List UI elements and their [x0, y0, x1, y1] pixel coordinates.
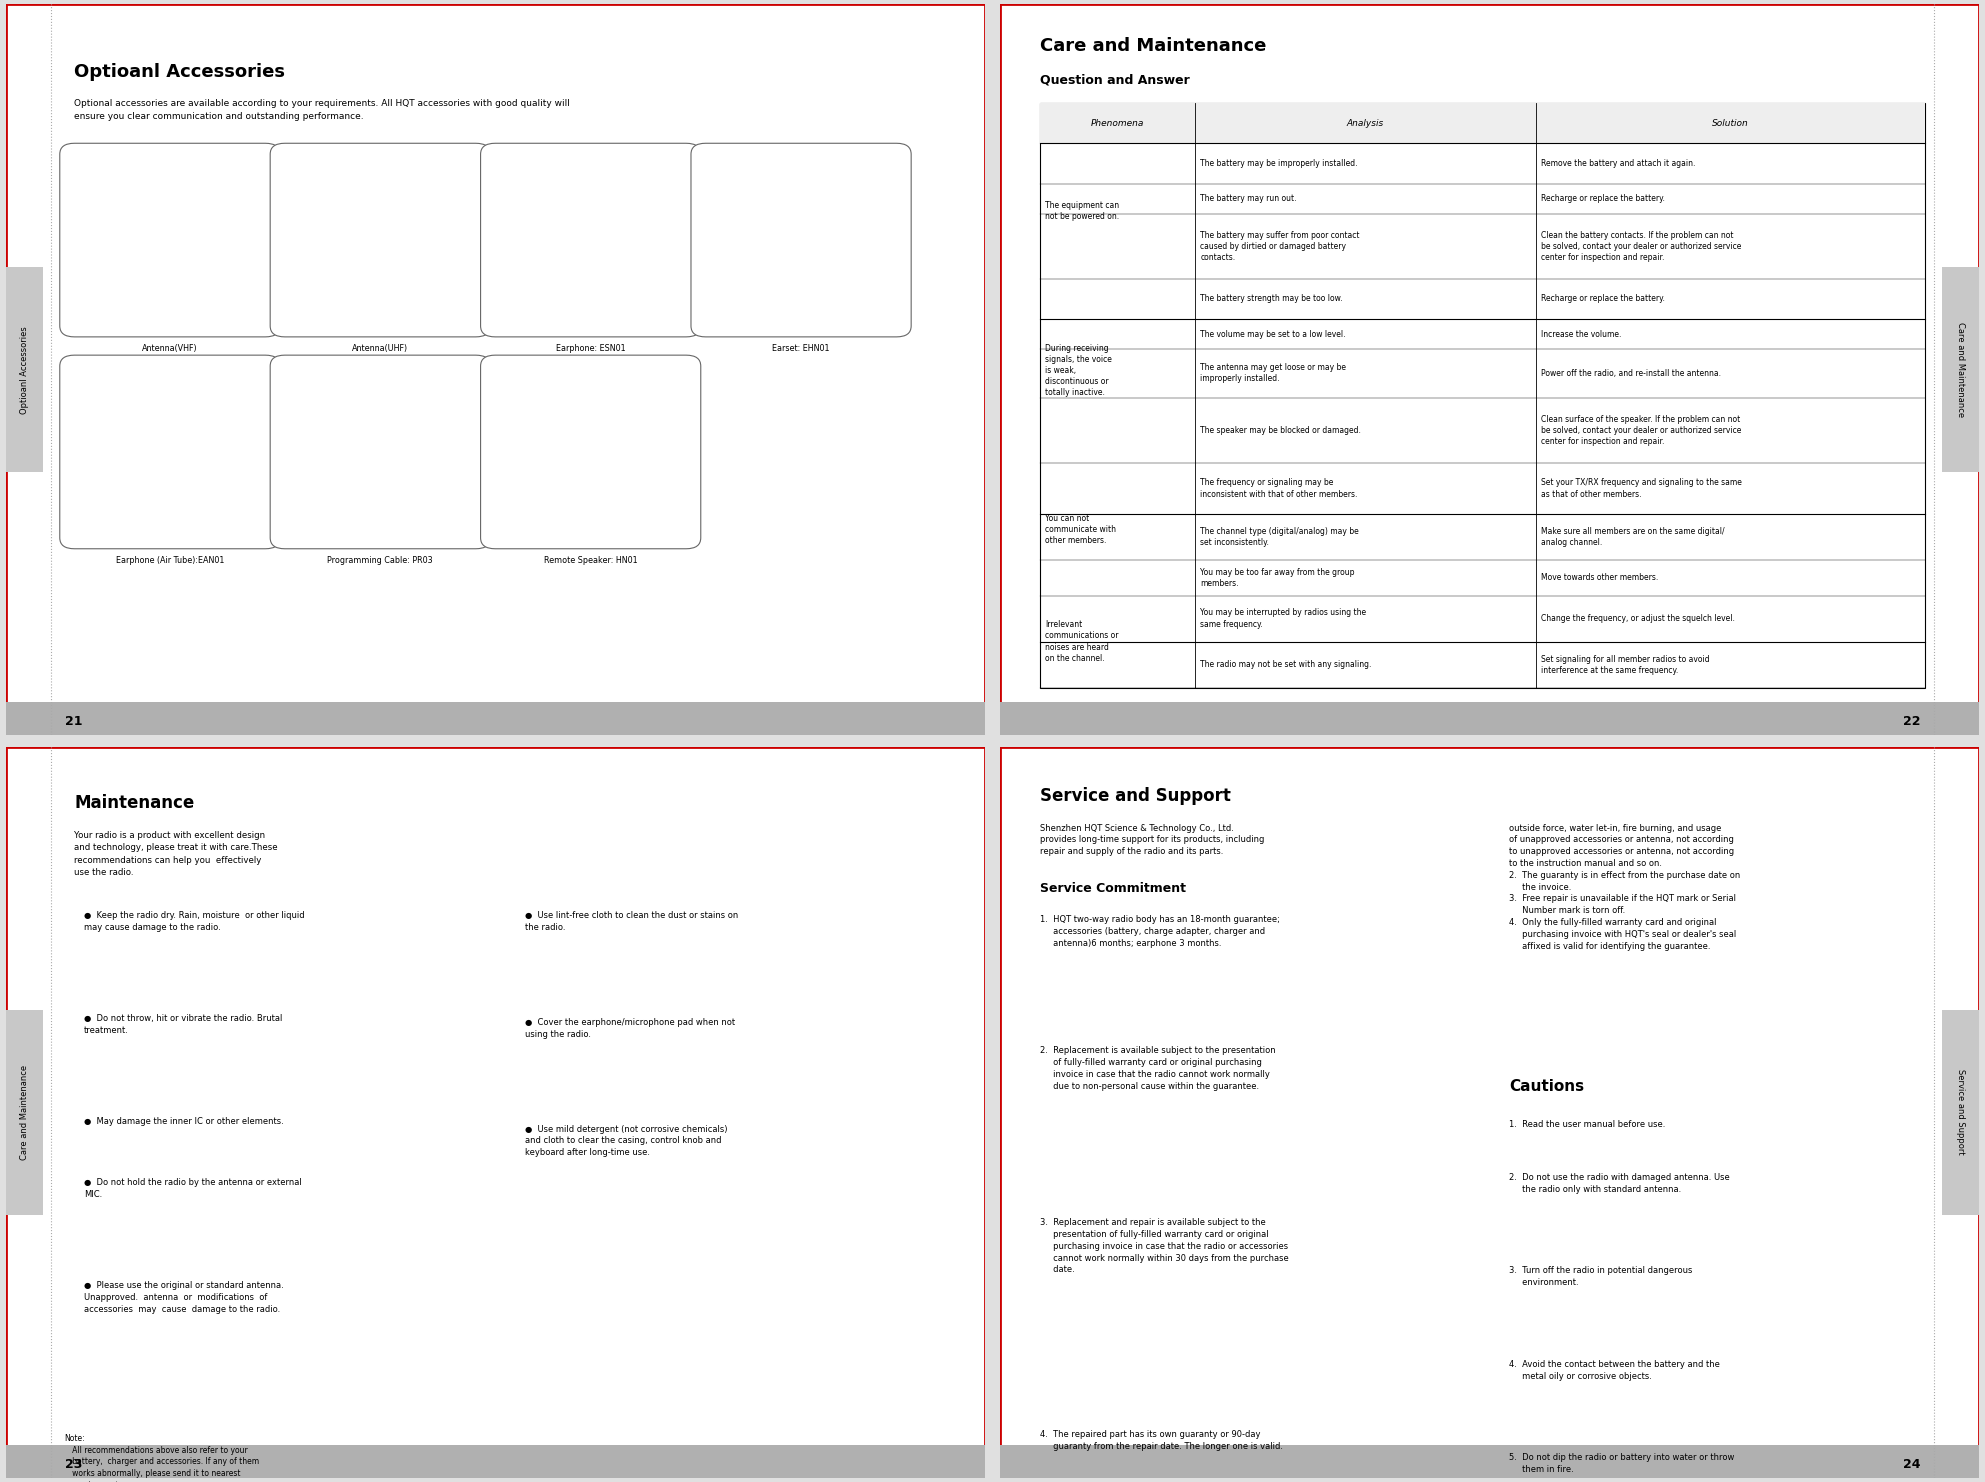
Bar [6, 1445, 985, 1478]
Text: 4.  The repaired part has its own guaranty or 90-day
     guaranty from the repa: 4. The repaired part has its own guarant… [1040, 1430, 1282, 1451]
Text: ●  Use mild detergent (not corrosive chemicals)
and cloth to clear the casing, c: ● Use mild detergent (not corrosive chem… [524, 1125, 727, 1157]
FancyBboxPatch shape [60, 356, 280, 548]
Text: Solution: Solution [1711, 119, 1749, 127]
Text: Set signaling for all member radios to avoid
interference at the same frequency.: Set signaling for all member radios to a… [1542, 655, 1709, 674]
Bar [1040, 104, 1925, 688]
Text: 22: 22 [1904, 716, 1919, 729]
Text: 1.  Read the user manual before use.: 1. Read the user manual before use. [1509, 1119, 1665, 1129]
Text: Antenna(UHF): Antenna(UHF) [351, 344, 409, 353]
Text: You may be too far away from the group
members.: You may be too far away from the group m… [1201, 568, 1356, 588]
Text: 3.  Turn off the radio in potential dangerous
     environment.: 3. Turn off the radio in potential dange… [1509, 1267, 1693, 1288]
Bar [6, 1009, 44, 1215]
Text: ●  Do not hold the radio by the antenna or external
MIC.: ● Do not hold the radio by the antenna o… [83, 1178, 302, 1199]
Text: Analysis: Analysis [1346, 119, 1384, 127]
FancyBboxPatch shape [60, 144, 280, 336]
Text: The battery may run out.: The battery may run out. [1201, 194, 1296, 203]
Text: Question and Answer: Question and Answer [1040, 74, 1189, 87]
Text: The battery strength may be too low.: The battery strength may be too low. [1201, 295, 1344, 304]
Text: Care and Maintenance: Care and Maintenance [1040, 37, 1266, 55]
Text: outside force, water let-in, fire burning, and usage
of unapproved accessories o: outside force, water let-in, fire burnin… [1509, 824, 1741, 950]
Text: Optioanl Accessories: Optioanl Accessories [20, 326, 30, 413]
Text: ●  Cover the earphone/microphone pad when not
using the radio.: ● Cover the earphone/microphone pad when… [524, 1018, 734, 1039]
Text: Service and Support: Service and Support [1040, 787, 1231, 805]
Text: The frequency or signaling may be
inconsistent with that of other members.: The frequency or signaling may be incons… [1201, 479, 1358, 498]
Text: Service Commitment: Service Commitment [1040, 882, 1185, 895]
Text: You can not
communicate with
other members.: You can not communicate with other membe… [1046, 514, 1116, 545]
Text: ●  Keep the radio dry. Rain, moisture  or other liquid
may cause damage to the r: ● Keep the radio dry. Rain, moisture or … [83, 911, 306, 932]
FancyBboxPatch shape [480, 356, 701, 548]
FancyBboxPatch shape [270, 356, 490, 548]
Text: During receiving
signals, the voice
is weak,
discontinuous or
totally inactive.: During receiving signals, the voice is w… [1046, 344, 1112, 397]
Text: The equipment can
not be powered on.: The equipment can not be powered on. [1046, 202, 1120, 221]
Text: You may be interrupted by radios using the
same frequency.: You may be interrupted by radios using t… [1201, 609, 1366, 628]
Text: Increase the volume.: Increase the volume. [1542, 329, 1622, 339]
Text: 4.  Avoid the contact between the battery and the
     metal oily or corrosive o: 4. Avoid the contact between the battery… [1509, 1360, 1721, 1381]
Text: The volume may be set to a low level.: The volume may be set to a low level. [1201, 329, 1346, 339]
Text: Make sure all members are on the same digital/
analog channel.: Make sure all members are on the same di… [1542, 528, 1725, 547]
FancyBboxPatch shape [480, 144, 701, 336]
Text: 23: 23 [66, 1458, 81, 1472]
Text: Recharge or replace the battery.: Recharge or replace the battery. [1542, 295, 1665, 304]
Text: The channel type (digital/analog) may be
set inconsistently.: The channel type (digital/analog) may be… [1201, 528, 1360, 547]
Text: Recharge or replace the battery.: Recharge or replace the battery. [1542, 194, 1665, 203]
Text: Change the frequency, or adjust the squelch level.: Change the frequency, or adjust the sque… [1542, 614, 1735, 622]
Text: ●  Please use the original or standard antenna.
Unapproved.  antenna  or  modifi: ● Please use the original or standard an… [83, 1280, 284, 1313]
Bar [6, 267, 44, 473]
Text: The battery may suffer from poor contact
caused by dirtied or damaged battery
co: The battery may suffer from poor contact… [1201, 231, 1360, 262]
Bar [1000, 702, 1979, 735]
Text: The radio may not be set with any signaling.: The radio may not be set with any signal… [1201, 659, 1372, 668]
Text: Cautions: Cautions [1509, 1079, 1584, 1094]
Text: 2.  Do not use the radio with damaged antenna. Use
     the radio only with stan: 2. Do not use the radio with damaged ant… [1509, 1172, 1731, 1193]
Text: Care and Maintenance: Care and Maintenance [20, 1064, 30, 1160]
Text: Care and Maintenance: Care and Maintenance [1955, 322, 1965, 418]
Text: Optioanl Accessories: Optioanl Accessories [75, 62, 286, 82]
Bar [1040, 104, 1925, 144]
Text: The battery may be improperly installed.: The battery may be improperly installed. [1201, 159, 1358, 167]
Text: 21: 21 [66, 716, 81, 729]
Text: 5.  Do not dip the radio or battery into water or throw
     them in fire.: 5. Do not dip the radio or battery into … [1509, 1454, 1735, 1475]
Bar [6, 702, 985, 735]
Text: Move towards other members.: Move towards other members. [1542, 574, 1659, 582]
Text: Power off the radio, and re-install the antenna.: Power off the radio, and re-install the … [1542, 369, 1721, 378]
FancyBboxPatch shape [270, 144, 490, 336]
Text: Programming Cable: PR03: Programming Cable: PR03 [328, 556, 433, 565]
Text: Optional accessories are available according to your requirements. All HQT acces: Optional accessories are available accor… [75, 99, 570, 122]
Bar [1941, 1009, 1979, 1215]
Text: Irrelevant
communications or
noises are heard
on the channel.: Irrelevant communications or noises are … [1046, 621, 1120, 662]
Text: ●  May damage the inner IC or other elements.: ● May damage the inner IC or other eleme… [83, 1117, 284, 1126]
Text: ●  Do not throw, hit or vibrate the radio. Brutal
treatment.: ● Do not throw, hit or vibrate the radio… [83, 1014, 282, 1034]
Text: Note:
   All recommendations above also refer to your
   battery,  charger and a: Note: All recommendations above also ref… [66, 1433, 258, 1482]
Text: Antenna(VHF): Antenna(VHF) [143, 344, 198, 353]
Text: Your radio is a product with excellent design
and technology, please treat it wi: Your radio is a product with excellent d… [75, 831, 278, 877]
Text: 3.  Replacement and repair is available subject to the
     presentation of full: 3. Replacement and repair is available s… [1040, 1218, 1288, 1275]
Text: Earset: EHN01: Earset: EHN01 [772, 344, 830, 353]
Text: The speaker may be blocked or damaged.: The speaker may be blocked or damaged. [1201, 425, 1362, 434]
Text: Maintenance: Maintenance [75, 794, 195, 812]
Text: The antenna may get loose or may be
improperly installed.: The antenna may get loose or may be impr… [1201, 363, 1346, 384]
Text: Clean the battery contacts. If the problem can not
be solved, contact your deale: Clean the battery contacts. If the probl… [1542, 231, 1741, 262]
Text: Remove the battery and attach it again.: Remove the battery and attach it again. [1542, 159, 1695, 167]
Text: Earphone: ESN01: Earphone: ESN01 [556, 344, 625, 353]
Bar [1000, 1445, 1979, 1478]
Bar [1941, 267, 1979, 473]
Text: Shenzhen HQT Science & Technology Co., Ltd.
provides long-time support for its p: Shenzhen HQT Science & Technology Co., L… [1040, 824, 1264, 857]
Text: Phenomena: Phenomena [1090, 119, 1143, 127]
Text: ●  Use lint-free cloth to clean the dust or stains on
the radio.: ● Use lint-free cloth to clean the dust … [524, 911, 738, 932]
Text: Earphone (Air Tube):EAN01: Earphone (Air Tube):EAN01 [115, 556, 224, 565]
Text: Clean surface of the speaker. If the problem can not
be solved, contact your dea: Clean surface of the speaker. If the pro… [1542, 415, 1741, 446]
FancyBboxPatch shape [691, 144, 911, 336]
Text: Set your TX/RX frequency and signaling to the same
as that of other members.: Set your TX/RX frequency and signaling t… [1542, 479, 1743, 498]
Text: 2.  Replacement is available subject to the presentation
     of fully-filled wa: 2. Replacement is available subject to t… [1040, 1046, 1274, 1091]
Text: 24: 24 [1904, 1458, 1919, 1472]
Text: Service and Support: Service and Support [1955, 1070, 1965, 1154]
Text: 1.  HQT two-way radio body has an 18-month guarantee;
     accessories (battery,: 1. HQT two-way radio body has an 18-mont… [1040, 914, 1280, 947]
Text: Remote Speaker: HN01: Remote Speaker: HN01 [544, 556, 637, 565]
